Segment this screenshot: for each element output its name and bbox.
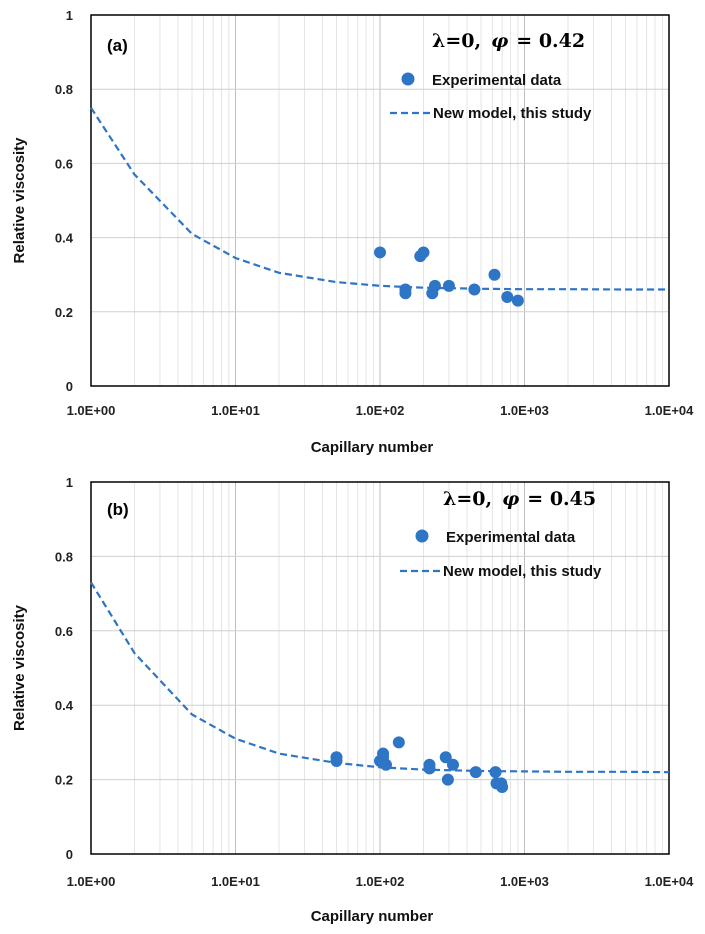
- legend-label-experimental: Experimental data: [446, 529, 576, 546]
- y-axis-title: Relative viscosity: [11, 137, 28, 264]
- plot-frame: [90, 481, 670, 855]
- y-tick-label: 1: [66, 475, 73, 490]
- data-point: [399, 287, 412, 300]
- panel-label: (b): [107, 500, 129, 519]
- x-tick-label: 1.0E+04: [645, 874, 695, 889]
- param-lambda: λ=0,: [432, 30, 481, 52]
- y-tick-label: 0.4: [55, 698, 74, 713]
- x-tick-label: 1.0E+03: [500, 874, 549, 889]
- param-phi-symbol: φ: [491, 30, 508, 52]
- parameter-annotation: λ=0, φ = 0.45: [443, 488, 596, 510]
- x-tick-label: 1.0E+01: [211, 874, 260, 889]
- y-tick-label: 0.8: [55, 549, 73, 564]
- model-curve: [90, 581, 670, 774]
- legend-marker-points: [415, 529, 429, 543]
- y-tick-label: 0.8: [55, 82, 73, 97]
- x-tick-label: 1.0E+01: [211, 403, 260, 418]
- y-tick-label: 0.4: [55, 231, 74, 246]
- legend-marker-points: [401, 72, 415, 86]
- y-tick-label: 0: [66, 379, 73, 394]
- data-point: [489, 766, 502, 779]
- panel-label: (a): [107, 36, 128, 55]
- data-point: [511, 294, 524, 307]
- y-tick-label: 0.2: [55, 305, 73, 320]
- legend: Experimental data New model, this study: [400, 529, 602, 580]
- plot-frame: [90, 14, 670, 387]
- y-tick-label: 0.6: [55, 624, 73, 639]
- data-point: [379, 758, 392, 771]
- data-point: [417, 246, 430, 259]
- data-point: [374, 246, 386, 259]
- param-phi-value: = 0.42: [516, 30, 585, 52]
- y-tick-label: 0.2: [55, 773, 73, 788]
- param-lambda: λ=0,: [443, 488, 492, 510]
- legend-label-experimental: Experimental data: [432, 72, 562, 89]
- data-point: [423, 762, 436, 775]
- param-phi-symbol: φ: [502, 488, 519, 510]
- data-point: [330, 755, 343, 767]
- legend: Experimental data New model, this study: [390, 72, 592, 122]
- x-tick-label: 1.0E+00: [67, 874, 116, 889]
- gridlines: [90, 14, 670, 387]
- x-tick-label: 1.0E+02: [356, 874, 405, 889]
- data-point: [488, 268, 501, 281]
- legend-label-model: New model, this study: [443, 563, 602, 580]
- y-axis-title: Relative viscosity: [11, 604, 28, 731]
- y-tick-label: 1: [66, 8, 73, 23]
- x-tick-label: 1.0E+00: [67, 403, 116, 418]
- x-axis-title: Capillary number: [311, 439, 434, 456]
- x-tick-label: 1.0E+03: [500, 403, 549, 418]
- data-point: [501, 290, 514, 303]
- gridlines: [90, 481, 670, 855]
- data-point: [442, 279, 455, 292]
- x-tick-label: 1.0E+02: [356, 403, 405, 418]
- data-point: [439, 751, 452, 764]
- x-tick-label: 1.0E+04: [645, 403, 695, 418]
- param-phi-value: = 0.45: [527, 488, 596, 510]
- chart-panel-b: 1.0E+00 1.0E+01 1.0E+02 1.0E+03 1.0E+04 0 0.2 0…: [11, 475, 694, 925]
- data-point: [496, 781, 509, 794]
- data-point: [428, 279, 441, 292]
- data-point: [392, 736, 405, 749]
- y-tick-label: 0: [66, 847, 73, 862]
- data-point: [469, 766, 482, 779]
- y-tick-label: 0.6: [55, 156, 73, 171]
- chart-panel-a: 1.0E+00 1.0E+01 1.0E+02 1.0E+03 1.0E+04 0 0.2 0…: [11, 8, 694, 456]
- data-point: [446, 758, 459, 771]
- parameter-annotation: λ=0, φ = 0.42: [432, 30, 585, 52]
- data-point: [468, 283, 481, 296]
- data-point: [441, 773, 454, 786]
- x-axis-title: Capillary number: [311, 908, 434, 925]
- legend-label-model: New model, this study: [433, 105, 592, 122]
